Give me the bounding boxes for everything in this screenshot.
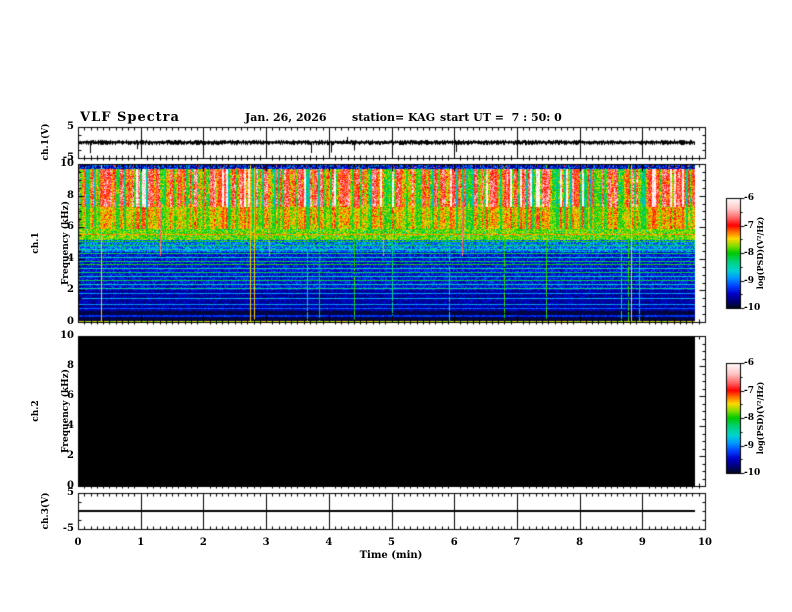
colorbar-tick-label: -10: [744, 468, 761, 478]
time-axis-label: Time (min): [359, 550, 423, 561]
ch1-freq-tick-label: 10: [60, 158, 74, 169]
ch3-volt-tick-label: -5: [62, 523, 74, 534]
x-tick-label: 7: [513, 537, 521, 548]
ch1-freq-tick-label: 2: [67, 284, 74, 296]
ch1-freq-tick-label: 8: [67, 189, 74, 201]
colorbar2-label: log(PSD)(V²/Hz): [755, 381, 765, 455]
ch2-freq-tick-label: 8: [67, 360, 74, 371]
ch1-volt-tick-label: 5: [67, 121, 74, 132]
colorbar-tick-label: -7: [744, 385, 754, 396]
colorbar-tick-label: -6: [744, 358, 754, 368]
colorbar-tick-label: -8: [744, 248, 754, 258]
colorbar-tick-label: -8: [744, 413, 754, 423]
ch1-freq-tick-label: 0: [67, 316, 74, 327]
x-tick-label: 4: [325, 537, 333, 548]
x-tick-label: 8: [576, 537, 584, 548]
colorbar-tick-label: -7: [744, 220, 754, 231]
ch1-channel-label: ch.1: [31, 232, 41, 254]
ch1-volt-tick-label: -5: [62, 152, 74, 163]
ch2-freq-tick-label: 4: [67, 420, 74, 431]
x-tick-label: 3: [262, 537, 270, 548]
x-tick-label: 10: [698, 537, 712, 548]
colorbar-tick-label: -9: [744, 440, 754, 451]
header-station: station= KAG: [352, 111, 436, 124]
header-start-ut: start UT = 7 : 50: 0: [440, 111, 562, 124]
ch2-freq-tick-label: 10: [60, 330, 74, 341]
ch1-freq-tick-label: 6: [67, 221, 74, 233]
colorbar-tick-label: -9: [744, 275, 754, 286]
ch2-frequency-axis-label: ch.2 Frequency (kHz): [11, 369, 91, 453]
ch2-frequency-units-label: Frequency (kHz): [61, 368, 71, 454]
x-tick-label: 9: [638, 537, 646, 548]
ch2-freq-tick-label: 2: [67, 450, 74, 461]
ch2-freq-tick-label: 6: [67, 390, 74, 401]
colorbar-tick-label: -6: [744, 193, 754, 203]
ch3-volt-tick-label: 5: [67, 487, 74, 498]
x-tick-label: 2: [199, 537, 207, 548]
x-tick-label: 0: [74, 537, 82, 548]
figure-title: VLF Spectra: [80, 110, 180, 125]
ch1-freq-tick-label: 4: [67, 252, 74, 264]
ch1-frequency-axis-label: ch.1 Frequency (kHz): [11, 201, 91, 285]
header-date: Jan. 26, 2026: [245, 111, 327, 124]
colorbar1-label: log(PSD)(V²/Hz): [755, 216, 765, 290]
x-tick-label: 6: [450, 537, 458, 548]
x-tick-label: 1: [137, 537, 145, 548]
colorbar-tick-label: -10: [744, 303, 761, 313]
ch2-channel-label: ch.2: [31, 400, 41, 422]
ch2-freq-tick-label: 0: [67, 480, 74, 491]
x-tick-label: 5: [388, 537, 395, 548]
ch1-frequency-units-label: Frequency (kHz): [61, 200, 71, 286]
